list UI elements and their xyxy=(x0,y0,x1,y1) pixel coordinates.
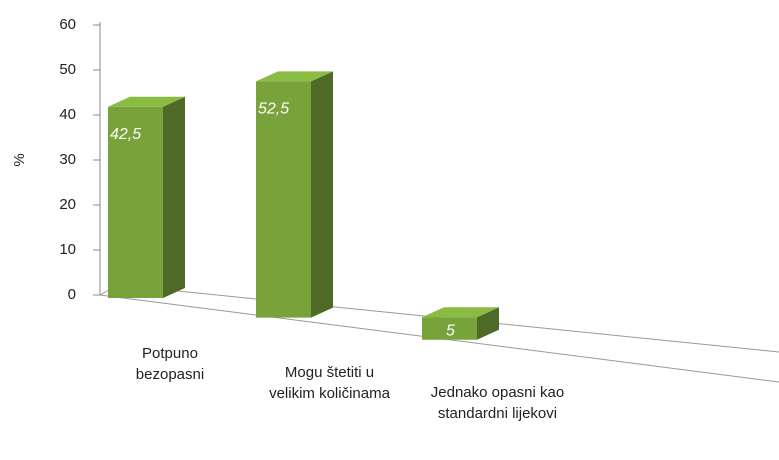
x-tick-label: Mogu štetiti u velikim količinama xyxy=(269,364,390,402)
y-tick-label: 10 xyxy=(59,241,76,258)
bar-top xyxy=(422,307,499,318)
bar xyxy=(422,307,499,340)
bar-front xyxy=(108,106,163,298)
x-tick-label: Potpuno bezopasni xyxy=(135,345,205,383)
bar xyxy=(256,71,333,318)
value-label: 52,5 xyxy=(258,101,289,118)
value-label: 42,5 xyxy=(110,126,141,143)
y-tick-label: 50 xyxy=(59,61,76,78)
x-tick-label: Jednako opasni kao standardni lijekovi xyxy=(430,384,565,422)
bar-side xyxy=(311,71,333,318)
y-tick-label: 40 xyxy=(59,106,76,123)
bar-top xyxy=(256,71,333,82)
value-label: 5 xyxy=(446,322,455,339)
bar-front xyxy=(256,81,311,318)
bar-front xyxy=(422,317,477,340)
y-tick-label: 20 xyxy=(59,196,76,213)
y-axis-label: % xyxy=(11,153,28,166)
bar-top xyxy=(108,96,185,107)
y-tick-label: 0 xyxy=(68,286,76,303)
y-tick-label: 60 xyxy=(59,16,76,33)
bar xyxy=(108,96,185,298)
bar-side xyxy=(477,307,499,340)
bar-side xyxy=(163,96,185,298)
y-tick-label: 30 xyxy=(59,151,76,168)
